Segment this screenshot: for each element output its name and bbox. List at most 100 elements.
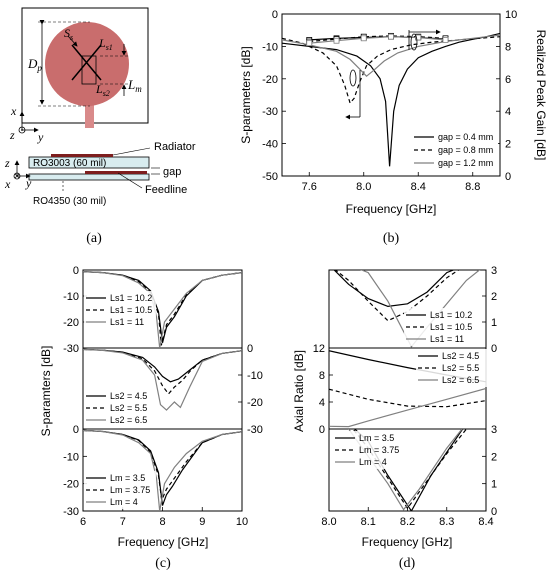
y-tick-label: 0: [247, 343, 253, 355]
x-tick-label: 10: [236, 516, 248, 528]
y-tick-label: -20: [247, 397, 263, 409]
stack-z-label: z: [4, 156, 10, 170]
y-tick-label: 8: [319, 370, 325, 382]
legend-label: Ls1 = 10.5: [110, 305, 152, 315]
y2-tick-label: 0: [505, 171, 511, 183]
legend-entry: Lm = 4: [335, 457, 387, 467]
z-axis-label: z: [9, 128, 15, 142]
legend-entry: Ls2 = 6.5: [86, 415, 147, 425]
chart-b-gain-marker: [442, 37, 449, 43]
y-tick-label: 3: [491, 265, 497, 277]
z-axis-symbol: [18, 126, 26, 134]
y-axis-label: y: [37, 130, 44, 144]
legend-entry: Lm = 4: [86, 497, 138, 507]
y2-tick-label: 10: [505, 9, 517, 21]
legend-entry: Lm = 3.75: [335, 445, 399, 455]
caption-b: (b): [383, 231, 400, 246]
y-tick-label: 0: [272, 9, 278, 21]
legend-label: Ls1 = 10.2: [110, 293, 152, 303]
y-tick-label: 1: [491, 317, 497, 329]
y-tick-label: -30: [262, 106, 278, 118]
panel-1-series-2: [83, 348, 242, 411]
chart-d: 8.0 8.1 8.2 8.3 8.4 3 2 1 0 12 8 4 0 3 2 1 0 Ls1 = 10.2 L…: [292, 265, 497, 549]
legend-label: Lm = 4: [110, 497, 138, 507]
chart-b-frame: [281, 13, 501, 177]
x-tick-label: 8.3: [439, 516, 454, 528]
stack-y-label: y: [25, 176, 32, 190]
chart-b-legend-bg: [412, 127, 498, 171]
chart-b-legend-entry: gap = 0.8 mm: [414, 145, 493, 155]
legend-label: Ls1 = 11: [110, 317, 144, 327]
gap-label: gap: [163, 166, 181, 178]
legend-label: Lm = 3.5: [359, 433, 394, 443]
y-tick-label: 0: [491, 343, 497, 355]
chart-b-series-0: [282, 32, 500, 167]
ro4350-label: RO4350 (30 mil): [33, 196, 106, 207]
stack-x-symbol: [13, 172, 21, 180]
legend-entry: Ls1 = 10.2: [86, 293, 152, 303]
ss-arrow: [67, 35, 78, 47]
s-param-ellipse: [349, 69, 357, 87]
legend-entry: Ls1 = 11: [406, 334, 464, 344]
antenna-top-view: Dp Ss Ls1 Ls2 Lm x y z: [9, 7, 149, 144]
ls1-label: Ls1: [98, 36, 113, 52]
y-tick-label: 3: [491, 424, 497, 436]
y-tick-label: -20: [63, 317, 79, 329]
x-tick-label: 8.4: [411, 181, 426, 193]
x-tick-label: 7.6: [302, 181, 317, 193]
x-tick-label: 6: [80, 516, 86, 528]
chart-d-xlabel: Frequency [GHz]: [362, 535, 453, 549]
chart-b-series-5: [309, 36, 446, 44]
legend-entry: Lm = 3.5: [335, 433, 394, 443]
legend-entry: Ls1 = 10.5: [406, 322, 472, 332]
feed-slot: [81, 55, 97, 85]
y-tick-label: -30: [63, 343, 79, 355]
y-tick-label: -10: [63, 291, 79, 303]
radiator-leader: [112, 147, 151, 156]
y2-tick-label: 8: [505, 41, 511, 53]
gain-ellipse: [410, 33, 418, 51]
chart-b-gain-marker: [415, 34, 422, 41]
chart-b-gain-marker: [360, 35, 367, 42]
panel-1-series-1: [329, 388, 486, 408]
legend-entry: Lm = 3.5: [86, 473, 145, 483]
x-tick-label: 8.0: [356, 181, 371, 193]
chart-c: 6 7 8 9 10 0 -10 -20 -30 0 -10 -20 -30 0 -10 -20 -30 Ls1…: [39, 265, 263, 549]
y2-tick-label: 2: [505, 139, 511, 151]
ro3003-label: RO3003 (60 mil): [33, 158, 106, 169]
y-tick-label: -10: [262, 41, 278, 53]
chart-b-ylabel: S-parameters [dB]: [239, 46, 253, 143]
dp-label: Dp: [27, 56, 42, 73]
x-tick-label: 7: [120, 516, 126, 528]
chart-b-series-1: [282, 36, 500, 105]
ro4350-layer: [28, 173, 150, 181]
panel-2-series-0: [353, 429, 464, 511]
panel-2-series-2: [83, 429, 242, 511]
chart-c-ylabel: S-paramters [dB]: [39, 346, 53, 437]
y-tick-label: 12: [313, 343, 325, 355]
legend-label: Ls1 = 10.5: [430, 322, 472, 332]
legend-label: Ls2 = 4.5: [110, 391, 147, 401]
legend-entry: Ls1 = 10.2: [406, 310, 472, 320]
legend-entry: Ls2 = 4.5: [86, 391, 147, 401]
legend-label: gap = 0.4 mm: [438, 132, 493, 142]
y2-tick-label: 4: [505, 106, 511, 118]
caption-d: (d): [399, 556, 416, 571]
x-tick-label: 8.8: [465, 181, 480, 193]
chart-c-xlabel: Frequency [GHz]: [118, 535, 209, 549]
y-tick-label: 0: [319, 424, 325, 436]
y2-tick-label: 6: [505, 74, 511, 86]
panel-0-series-2: [83, 271, 242, 348]
legend-label: Ls2 = 6.5: [442, 375, 479, 385]
y-tick-label: 0: [491, 506, 497, 518]
cross-slot-2: [71, 44, 102, 81]
y-tick-label: -20: [63, 479, 79, 491]
legend-entry: Ls2 = 6.5: [418, 375, 479, 385]
x-tick-label: 9: [199, 516, 205, 528]
chart-b-legend-entry: gap = 0.4 mm: [414, 132, 493, 142]
antenna-stack-view: Radiator RO3003 (60 mil) gap Feedline RO…: [4, 141, 196, 207]
panel-1-series-1: [83, 348, 242, 395]
legend-label: Ls2 = 5.5: [110, 403, 147, 413]
chart-b-series-2: [282, 34, 500, 78]
